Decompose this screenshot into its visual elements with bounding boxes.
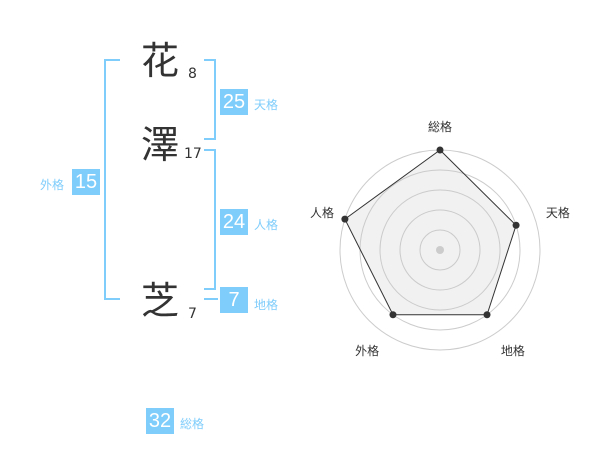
radar-ring [399,209,481,291]
radar-point [389,311,397,319]
radar-axis-label: 人格 [310,205,335,220]
name-char-1: 花 [140,39,179,83]
gaikaku-bracket [104,59,120,300]
chikaku-label: 地格 [254,298,279,312]
tenkaku-value: 25 [220,89,248,115]
radar-ring [419,229,461,271]
radar-axis-label: 外格 [355,344,380,359]
name-char-3: 芝 [140,279,179,323]
radar-point [436,146,444,154]
radar-point [341,215,349,223]
chikaku-connector [204,298,218,300]
stroke-count-3: 7 [188,306,197,322]
radar-point [483,311,491,319]
radar-area [344,149,517,316]
chikaku-value: 7 [220,287,248,313]
stroke-count-2: 17 [184,146,202,162]
jinkaku-value: 24 [220,209,248,235]
radar-point [512,221,520,229]
name-char-2: 澤 [140,123,179,167]
radar-axis-label: 地格 [500,344,525,359]
tenkaku-bracket [204,59,216,140]
radar-axis-label: 総格 [427,120,452,134]
jinkaku-label: 人格 [254,218,279,232]
tenkaku-label: 天格 [254,98,279,112]
gaikaku-label: 外格 [40,178,65,192]
soukaku-label: 総格 [180,417,205,431]
radar-ring [379,189,501,311]
jinkaku-bracket [204,149,216,290]
radar-center [436,246,444,254]
stroke-count-1: 8 [188,66,197,82]
radar-axis-label: 天格 [545,205,570,220]
soukaku-value: 32 [146,408,174,434]
gaikaku-value: 15 [72,169,100,195]
